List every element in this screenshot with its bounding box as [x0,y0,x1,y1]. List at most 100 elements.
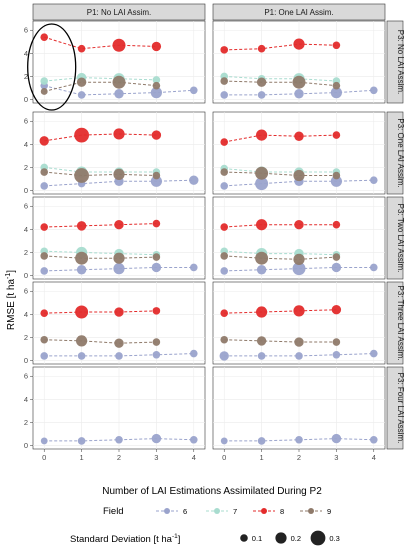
series-line-field-9 [224,255,337,260]
data-point-field-9 [293,169,305,182]
series-line-field-8 [224,134,337,143]
column-strip-label: P1: One LAI Assim. [264,8,333,17]
series-line-field-8 [224,224,337,228]
data-point-field-6 [257,352,266,360]
data-point-field-6 [219,351,229,361]
row-strip [386,196,404,280]
y-tick-label: 4 [24,225,28,234]
data-point-field-6 [114,89,124,99]
data-point-field-8 [332,131,341,139]
data-point-field-6 [40,267,49,275]
data-point-field-6 [189,435,198,444]
series-line-field-8 [44,133,157,142]
data-point-field-8 [220,223,229,231]
legend-field-title: Field [103,506,124,517]
row-strip [386,20,404,104]
column-strip [212,3,386,21]
data-point-field-9 [76,335,88,347]
data-point-field-6 [256,265,267,275]
series-line-field-9 [224,171,337,177]
data-point-field-6 [150,87,162,99]
series-line-field-8 [44,36,157,50]
data-point-field-9 [332,253,341,261]
data-point-field-9 [332,338,341,346]
series-line-field-9 [44,171,157,177]
series-line-field-9 [224,80,337,87]
y-tick-label: 6 [24,117,28,126]
data-point-field-6 [331,433,342,444]
data-point-field-9 [76,77,87,87]
series-line-field-7 [44,77,157,82]
y-tick-label: 0 [24,271,28,280]
data-point-field-9 [152,81,161,90]
data-point-field-6 [292,262,306,276]
data-point-field-8 [294,131,304,141]
data-point-field-6 [150,175,162,187]
data-point-field-6 [369,263,378,272]
data-point-field-9 [113,168,125,180]
y-axis-title: RMSE [t ha-1] [5,270,17,330]
series-line-field-7 [44,250,157,256]
y-tick-label: 0 [24,95,28,104]
data-point-field-8 [40,309,49,317]
legend-field-label: 6 [183,507,187,516]
data-point-field-9 [113,252,125,264]
data-point-field-6 [257,91,266,99]
data-point-field-6 [40,182,49,190]
y-tick-label: 0 [24,356,28,365]
x-tick-label: 1 [80,453,84,462]
data-point-field-8 [294,220,304,230]
x-tick-label: 1 [260,453,264,462]
data-point-field-8 [40,33,49,41]
x-axis-title: Number of LAI Estimations Assimilated Du… [102,486,322,497]
data-point-field-9 [75,251,89,265]
data-point-field-8 [151,130,162,140]
data-point-field-6 [330,175,342,187]
legend-sd-dot [240,534,248,542]
x-tick-label: 0 [42,453,46,462]
data-point-field-9 [255,251,269,265]
x-tick-label: 4 [192,453,196,462]
data-point-field-6 [189,349,198,358]
data-point-field-6 [220,91,229,99]
data-point-field-8 [75,305,89,319]
data-point-field-6 [76,265,87,275]
data-point-field-8 [114,220,124,230]
data-point-field-8 [220,138,229,146]
data-point-field-9 [114,338,124,348]
data-point-field-6 [152,350,161,359]
series-line-field-9 [44,81,157,92]
data-point-field-9 [40,88,48,95]
data-point-field-6 [113,263,125,275]
legend-field-dot [214,508,220,514]
data-point-field-6 [369,176,378,184]
legend-sd-label: 0.3 [329,534,339,543]
data-point-field-9 [294,337,304,347]
data-point-field-9 [332,171,341,180]
data-point-field-6 [189,263,198,272]
series-line-field-7 [224,168,337,173]
data-point-field-6 [77,91,86,99]
row-strip [386,281,404,365]
x-tick-label: 2 [117,453,121,462]
data-point-field-8 [331,305,342,315]
data-point-field-9 [332,81,341,90]
data-point-field-9 [292,75,306,89]
y-tick-label: 6 [24,26,28,35]
legend-sd-dot [275,532,287,544]
data-point-field-8 [332,220,341,229]
series-line-field-8 [44,310,157,314]
data-point-field-6 [220,437,228,445]
x-tick-label: 2 [297,453,301,462]
data-point-field-6 [332,350,341,359]
legend-field-label: 7 [233,507,237,516]
row-strip-label: P3: Four LAI Assim. [396,373,405,444]
data-point-field-6 [189,175,199,185]
data-point-field-6 [294,89,304,99]
data-point-field-9 [256,77,267,87]
y-tick-label: 6 [24,287,28,296]
data-point-field-8 [220,46,229,54]
y-tick-label: 4 [24,140,28,149]
legend-field-label: 8 [280,507,284,516]
